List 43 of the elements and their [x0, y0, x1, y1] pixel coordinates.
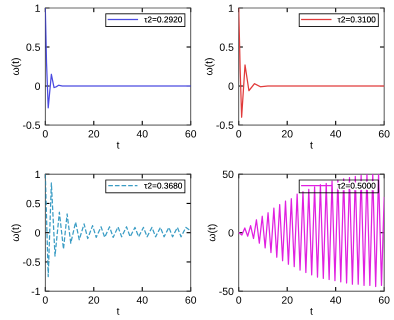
x-tick-label: 20 [282, 130, 293, 138]
y-tick-label: 50 [222, 170, 234, 178]
legend-label: τ2=0.2920 [144, 16, 182, 22]
y-tick-label: 0 [35, 229, 40, 237]
x-tick-label: 60 [378, 296, 390, 304]
x-axis-title: t [310, 308, 313, 315]
y-tick-label: 1 [228, 4, 234, 12]
legend-label: τ2=0.3680 [144, 182, 182, 189]
y-tick-label: 0.5 [220, 44, 234, 51]
x-tick-label: 60 [378, 130, 390, 138]
y-tick-label: 0 [35, 82, 40, 90]
y-tick-label: 1 [35, 170, 40, 178]
x-axis-title: t [310, 142, 313, 149]
y-axis-title: ω(t) [11, 58, 22, 76]
y-tick-label: -0.5 [216, 122, 234, 129]
x-axis-title: t [116, 142, 120, 149]
x-tick-label: 20 [88, 296, 100, 304]
legend-label: τ2=0.3100 [338, 16, 376, 22]
x-tick-label: 0 [42, 296, 48, 304]
y-tick-label: 0 [228, 229, 234, 237]
y-axis-title: ω(t) [204, 58, 215, 76]
y-axis-title: ω(t) [11, 224, 22, 242]
x-tick-label: 0 [236, 296, 242, 304]
y-axis-title: ω(t) [208, 224, 218, 242]
y-tick-label: 0 [228, 82, 234, 90]
y-tick-label: -0.5 [22, 258, 40, 266]
x-tick-label: 40 [330, 130, 342, 138]
x-tick-label: 60 [185, 130, 196, 138]
x-tick-label: 40 [136, 130, 148, 138]
y-tick-label: 0.5 [26, 200, 40, 208]
y-tick-label: 1 [35, 4, 40, 12]
y-tick-label: -0.5 [22, 122, 40, 129]
x-tick-label: 60 [185, 296, 196, 304]
y-tick-label: -50 [219, 288, 234, 296]
x-tick-label: 20 [282, 296, 293, 304]
x-axis-title: t [116, 308, 120, 315]
x-tick-label: 40 [330, 296, 342, 304]
x-tick-label: 0 [42, 130, 48, 138]
y-tick-label: -1 [32, 288, 40, 295]
x-tick-label: 0 [236, 130, 242, 138]
x-tick-label: 20 [88, 130, 100, 138]
y-tick-label: 0.5 [26, 44, 40, 51]
x-tick-label: 40 [136, 296, 148, 304]
